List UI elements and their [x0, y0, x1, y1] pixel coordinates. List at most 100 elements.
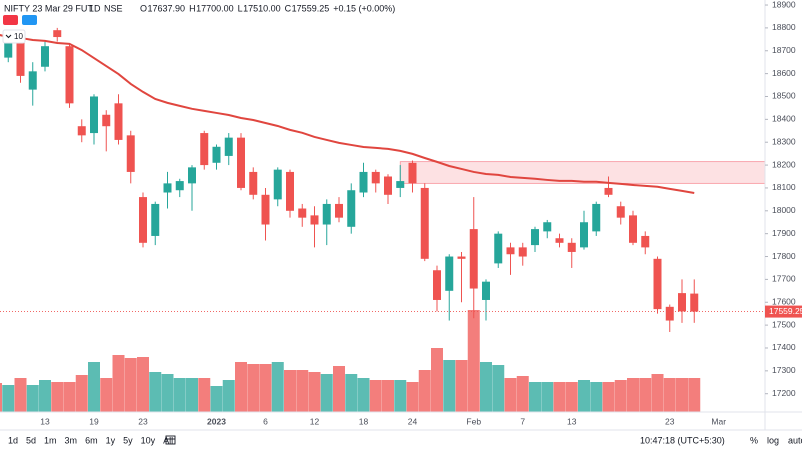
- volume-bar: [357, 378, 370, 412]
- range-button[interactable]: 5y: [123, 435, 133, 445]
- volume-bar: [406, 382, 419, 412]
- chevron-icon: [5, 34, 12, 39]
- scale-option[interactable]: %: [750, 435, 758, 445]
- volume-bar: [235, 362, 247, 412]
- volume-bar: [198, 378, 211, 412]
- volume-bar: [247, 364, 260, 412]
- interval: 1D: [89, 3, 101, 13]
- y-tick-label: 18800: [772, 22, 796, 32]
- volume-bar: [320, 374, 333, 412]
- y-tick-label: 18700: [772, 45, 796, 55]
- y-tick-label: 18000: [772, 205, 796, 215]
- volume-bar: [63, 382, 76, 412]
- symbol: NIFTY 23 Mar 29 FUT: [4, 3, 93, 13]
- volume-bar: [627, 378, 639, 412]
- candle-body: [286, 171, 294, 211]
- exchange: NSE: [104, 3, 123, 13]
- range-button[interactable]: 1d: [8, 435, 18, 445]
- last-price-badge: [765, 305, 802, 318]
- volume-bar: [431, 348, 443, 412]
- candle-body: [592, 203, 601, 232]
- range-button[interactable]: 1m: [44, 435, 57, 445]
- x-tick-label: 23: [138, 416, 148, 426]
- range-button[interactable]: 3m: [65, 435, 78, 445]
- y-tick-label: 17900: [772, 228, 796, 238]
- candle-body: [543, 222, 552, 232]
- candle-body: [77, 126, 86, 136]
- volume-bar: [418, 370, 431, 412]
- volume-bar: [124, 358, 137, 412]
- x-tick-label: 19: [89, 416, 99, 426]
- scale-option[interactable]: log: [767, 435, 779, 445]
- y-tick-label: 18500: [772, 91, 796, 101]
- y-tick-label: 18300: [772, 136, 796, 146]
- candle-body: [420, 187, 429, 259]
- candle-body: [175, 181, 184, 191]
- indicator-chip[interactable]: [2, 29, 26, 44]
- candle-body: [567, 242, 576, 252]
- volume-bar: [492, 365, 505, 412]
- range-button[interactable]: 5d: [26, 435, 36, 445]
- volume-bar: [88, 362, 100, 412]
- candle-body: [347, 190, 356, 227]
- candle-body: [629, 215, 637, 243]
- candle-body: [335, 203, 343, 218]
- candle-body: [273, 169, 282, 200]
- candle-body: [126, 135, 135, 172]
- range-button[interactable]: 1y: [106, 435, 116, 445]
- candle-body: [482, 281, 490, 300]
- x-tick-label: 24: [408, 416, 418, 426]
- indicator-button[interactable]: [3, 15, 18, 25]
- candle-body: [384, 176, 392, 195]
- candle-body: [580, 222, 588, 248]
- x-tick-label: 18: [359, 416, 369, 426]
- volume-bar: [504, 378, 517, 412]
- zone: [399, 161, 766, 184]
- volume-bar: [443, 360, 456, 412]
- candle-body: [408, 162, 417, 184]
- volume-bar: [602, 382, 615, 412]
- volume-bar: [345, 374, 358, 412]
- ohlc-value: 17559.25: [292, 3, 330, 13]
- candle-body: [249, 171, 258, 195]
- candle-body: [445, 256, 454, 291]
- candle-body: [641, 235, 650, 248]
- volume-bar: [688, 378, 701, 412]
- volume-bar: [480, 362, 492, 412]
- volume-bar: [382, 380, 394, 412]
- volume-bar: [614, 380, 627, 412]
- range-button[interactable]: 6m: [85, 435, 98, 445]
- plot-area: [0, 27, 766, 412]
- candle-body: [114, 103, 123, 140]
- candle-body: [555, 238, 564, 243]
- scale-option[interactable]: auto: [788, 435, 802, 445]
- calendar-icon[interactable]: [165, 435, 176, 445]
- volume-bar: [529, 382, 541, 412]
- volume-bar: [161, 374, 174, 412]
- volume-bar: [100, 378, 113, 412]
- candle-body: [518, 247, 527, 257]
- ohlc-values: O 17637.90 H 17700.00 L 17510.00 C 17559.25 +0.1…: [140, 3, 395, 13]
- volume-bar: [553, 382, 566, 412]
- candle-body: [224, 137, 233, 156]
- volume-bar: [369, 380, 382, 412]
- candle-body: [665, 306, 674, 321]
- candle-body: [261, 194, 270, 225]
- indicator-button[interactable]: [22, 15, 37, 25]
- candle-body: [531, 229, 539, 246]
- volume-bar: [149, 372, 162, 412]
- volume-bar: [271, 362, 284, 412]
- x-tick-label: 23: [665, 416, 675, 426]
- range-button[interactable]: 10y: [141, 435, 156, 445]
- volume-bar: [578, 380, 590, 412]
- volume-bar: [39, 380, 51, 412]
- y-tick-label: 17400: [772, 342, 796, 352]
- volume-bar: [333, 366, 345, 412]
- ohlc-value: 17637.90: [148, 3, 186, 13]
- volume-bar: [565, 382, 578, 412]
- range-button[interactable]: All: [163, 435, 173, 445]
- candle-body: [371, 171, 380, 184]
- volume-bar: [516, 376, 529, 412]
- volume-bar: [296, 370, 309, 412]
